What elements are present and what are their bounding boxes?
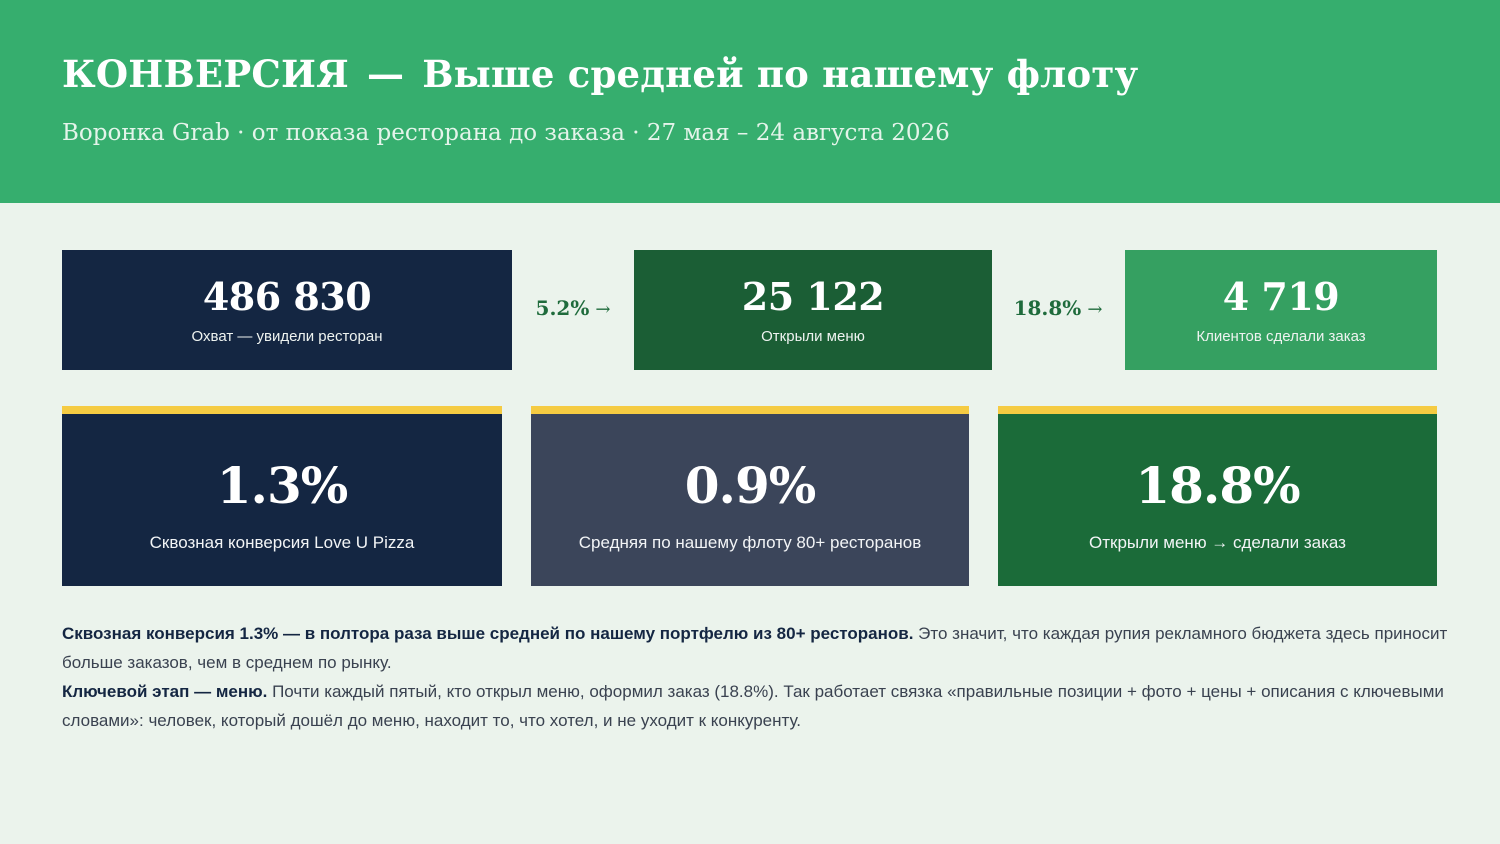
funnel-orders-card: 4 719 Клиентов сделали заказ <box>1125 250 1437 370</box>
step-1-rate: 5.2% <box>535 296 590 320</box>
kpi-label: Открыли меню → сделали заказ <box>1089 533 1346 552</box>
title-dash: — <box>366 52 405 96</box>
commentary-paragraph-1: Сквозная конверсия 1.3% — в полтора раза… <box>62 619 1452 677</box>
orders-label: Клиентов сделали заказ <box>1196 328 1366 345</box>
arrow-right-icon: → <box>595 299 611 320</box>
page-title: КОНВЕРСИЯ — Выше средней по нашему флоту <box>62 52 1138 96</box>
funnel-reach-card: 486 830 Охват — увидели ресторан <box>62 250 512 370</box>
orders-value: 4 719 <box>1222 274 1340 319</box>
kpi-value: 0.9% <box>684 456 816 515</box>
step-2-rate: 18.8% <box>1013 296 1082 320</box>
header-banner: КОНВЕРСИЯ — Выше средней по нашему флоту В… <box>0 0 1500 203</box>
kpi-label: Сквозная конверсия Love U Pizza <box>149 533 415 552</box>
funnel-menu-card: 25 122 Открыли меню <box>634 250 992 370</box>
kpi-card-fleet-average: 0.9% Средняя по нашему флоту 80+ рестора… <box>531 406 969 586</box>
page-subtitle: Воронка Grab · от показа ресторана до за… <box>62 120 950 146</box>
funnel-step-2: 18.8% → <box>1008 296 1108 320</box>
funnel-step-1: 5.2% → <box>523 296 623 320</box>
commentary-2-text: Почти каждый пятый, кто открыл меню, офо… <box>62 682 1444 730</box>
menu-value: 25 122 <box>741 274 885 319</box>
kpi-card-menu-to-order: 18.8% Открыли меню → сделали заказ <box>998 406 1437 586</box>
commentary-1-text: Это значит, что каждая рупия рекламного … <box>62 624 1448 672</box>
reach-value: 486 830 <box>202 274 372 319</box>
kpi-value: 1.3% <box>216 456 348 515</box>
kpi-label: Средняя по нашему флоту 80+ ресторанов <box>578 533 922 552</box>
menu-label: Открыли меню <box>761 328 865 345</box>
kpi-card-love-u-pizza: 1.3% Сквозная конверсия Love U Pizza <box>62 406 502 586</box>
title-tail: Выше средней по нашему флоту <box>422 52 1139 96</box>
kpi-value: 18.8% <box>1135 456 1300 515</box>
commentary-1-bold: Сквозная конверсия 1.3% — в полтора раза… <box>62 624 914 643</box>
commentary-2-bold: Ключевой этап — меню. <box>62 682 268 701</box>
reach-label: Охват — увидели ресторан <box>191 328 383 345</box>
arrow-right-icon: → <box>1087 299 1103 320</box>
commentary-paragraph-2: Ключевой этап — меню. Почти каждый пятый… <box>62 677 1452 735</box>
commentary: Сквозная конверсия 1.3% — в полтора раза… <box>62 619 1452 735</box>
title-main: КОНВЕРСИЯ <box>62 52 349 96</box>
